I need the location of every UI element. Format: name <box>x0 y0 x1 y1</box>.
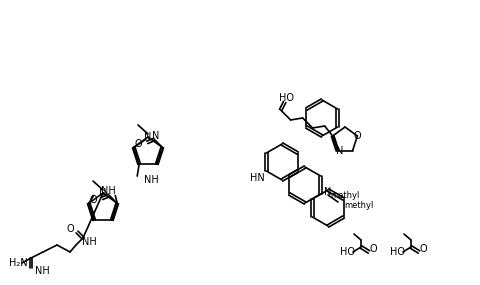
Text: N: N <box>151 131 159 141</box>
Text: NH: NH <box>35 266 49 276</box>
Text: N: N <box>324 187 331 197</box>
Text: NH: NH <box>144 175 158 185</box>
Text: NH: NH <box>82 237 96 247</box>
Text: N: N <box>99 188 107 198</box>
Text: O: O <box>66 224 74 234</box>
Text: N: N <box>144 132 151 142</box>
Text: NH: NH <box>100 186 115 196</box>
Text: O: O <box>134 139 142 149</box>
Text: N: N <box>335 146 342 156</box>
Text: O: O <box>418 244 426 254</box>
Text: O: O <box>89 195 97 205</box>
Text: methyl: methyl <box>329 190 359 200</box>
Text: methyl: methyl <box>343 201 372 209</box>
Text: H₂N: H₂N <box>9 258 27 268</box>
Text: HO: HO <box>389 247 404 257</box>
Text: O: O <box>369 244 376 254</box>
Text: HO: HO <box>278 93 294 103</box>
Text: HO: HO <box>339 247 354 257</box>
Text: HN: HN <box>250 173 264 183</box>
Text: O: O <box>353 131 360 141</box>
